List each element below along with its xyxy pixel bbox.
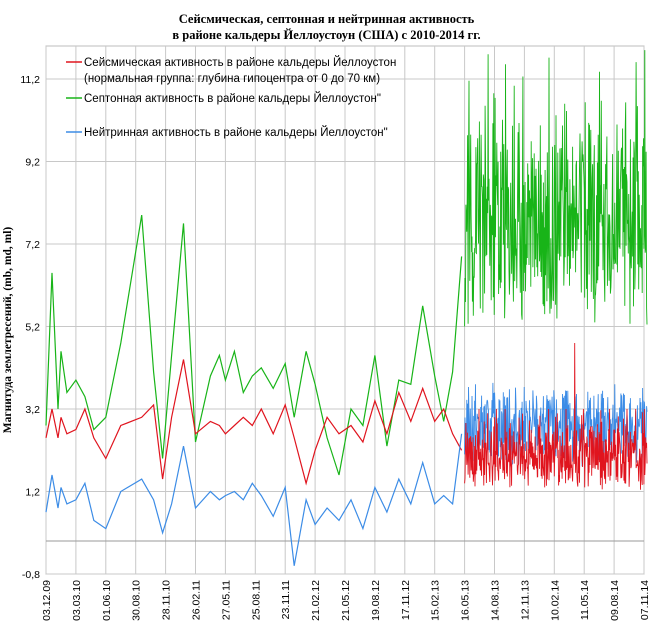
x-tick-label: 12.11.13: [519, 580, 531, 620]
x-tick-label: 15.02.13: [430, 580, 442, 621]
x-tick-label: 21.02.12: [310, 580, 322, 621]
series-line-2: [45, 433, 463, 566]
x-tick-label: 21.05.12: [340, 580, 352, 621]
series-line-0: [45, 215, 463, 476]
x-tick-label: 14.08.13: [490, 580, 502, 621]
y-tick-label: 1,2: [25, 487, 40, 499]
legend-label-2-0: Нейтринная активность в районе кальдеры …: [84, 126, 388, 139]
x-tick-label: 25.08.11: [250, 580, 262, 620]
y-tick-label: 7,2: [25, 239, 40, 251]
series-line-3: [464, 50, 648, 327]
x-tick-label: 11.05.14: [579, 580, 591, 620]
series-line-1: [45, 359, 463, 486]
x-tick-label: 27.05.11: [220, 580, 232, 620]
chart-title-line-1: Сейсмическая, септонная и нейтринная акт…: [178, 12, 475, 26]
x-tick-label: 28.11.10: [161, 580, 173, 620]
x-tick-label: 17.11.12: [400, 580, 412, 620]
legend-label-0-0: Сейсмическая активность в районе кальдер…: [84, 56, 396, 69]
y-tick-label: -0,8: [22, 569, 40, 581]
chart-title-line-2: в районе кальдеры Йеллоустоун (США) с 20…: [172, 28, 481, 42]
x-tick-label: 19.08.12: [370, 580, 382, 621]
series-line-5: [464, 342, 648, 490]
x-tick-label: 07.11.14: [639, 580, 651, 620]
x-tick-label: 10.02.14: [549, 580, 561, 621]
x-tick-label: 03.03.10: [71, 580, 83, 621]
x-tick-label: 03.12.09: [41, 580, 53, 621]
legend-label-1-0: Септонная активность в районе кальдеры Й…: [84, 92, 381, 105]
y-tick-label: 5,2: [25, 322, 40, 334]
y-tick-label: 9,2: [25, 157, 40, 169]
legend-label-0-1: (нормальная группа: глубина гипоцентра о…: [84, 73, 380, 85]
x-tick-label: 30.08.10: [131, 580, 143, 621]
x-tick-label: 01.06.10: [101, 580, 113, 621]
x-tick-label: 16.05.13: [460, 580, 472, 621]
y-tick-label: 3,2: [25, 404, 40, 416]
x-tick-label: 23.11.11: [280, 580, 292, 619]
x-tick-label: 26.02.11: [191, 580, 203, 620]
x-tick-label: 09.08.14: [609, 580, 621, 621]
y-tick-label: 11,2: [20, 74, 40, 86]
